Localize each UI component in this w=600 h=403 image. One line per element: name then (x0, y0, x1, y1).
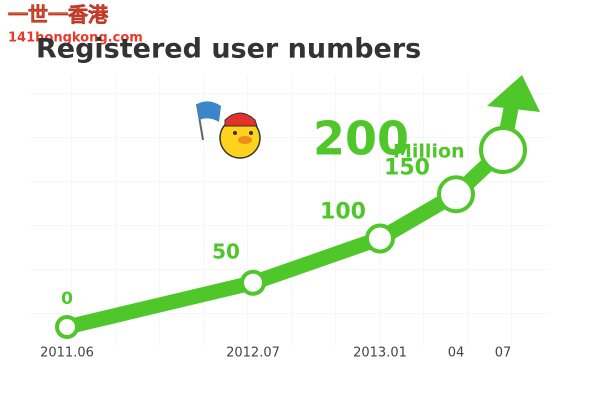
background-grid (30, 75, 550, 345)
x-tick-label: 04 (448, 346, 465, 361)
point (479, 126, 527, 174)
watermark-site: 141hongkong.com (8, 31, 143, 46)
point (55, 315, 79, 339)
x-tick-label: 2013.01 (353, 346, 407, 361)
point (437, 175, 475, 214)
x-tick-label: 2012.07 (226, 346, 280, 361)
x-tick-label: 07 (495, 346, 512, 361)
point (365, 223, 395, 254)
watermark-title: 一世一香港 (8, 3, 109, 27)
data-label: 0 (61, 289, 73, 309)
mascot (196, 101, 261, 159)
data-label: 100 (320, 200, 366, 225)
point (240, 269, 266, 296)
x-tick-label: 2011.06 (40, 346, 94, 361)
data-label: 150 (384, 155, 430, 180)
chart-title: Registered user numbers (36, 34, 421, 65)
data-label: 200 (313, 112, 409, 166)
unit-annotation: Million (393, 141, 465, 163)
data-label: 50 (212, 239, 240, 263)
